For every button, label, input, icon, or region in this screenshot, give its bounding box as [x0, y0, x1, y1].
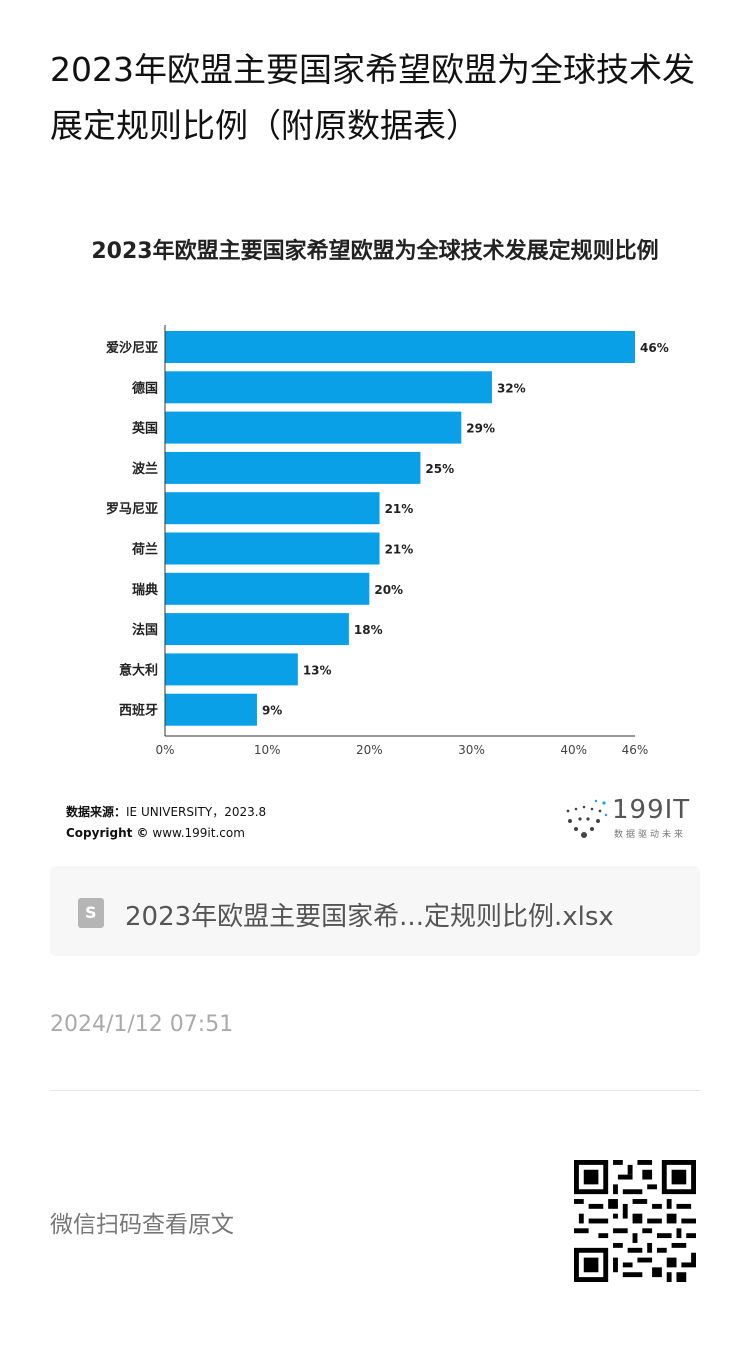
category-label: 法国 [132, 622, 158, 638]
199it-logo: 199IT 数据驱动未来 [560, 795, 700, 845]
bar [165, 371, 492, 404]
category-label: 意大利 [119, 662, 158, 678]
category-label: 德国 [132, 380, 158, 396]
x-tick-label: 10% [254, 743, 281, 757]
publish-timestamp: 2024/1/12 07:51 [50, 1012, 234, 1037]
data-label: 18% [354, 623, 383, 637]
chart-source: 数据来源：IE UNIVERSITY，2023.8 Copyright © ww… [66, 802, 266, 844]
x-tick-label: 46% [622, 743, 649, 757]
data-label: 32% [497, 381, 526, 395]
category-label: 英国 [131, 421, 158, 437]
copyright-text: www.199it.com [152, 826, 245, 840]
category-label: 瑞典 [132, 582, 158, 598]
data-label: 20% [374, 583, 403, 597]
bar [165, 451, 421, 484]
x-tick-label: 0% [155, 743, 174, 757]
x-tick-label: 20% [356, 743, 383, 757]
divider [50, 1090, 700, 1091]
data-label: 9% [262, 704, 282, 718]
bar [165, 613, 349, 646]
scan-prompt: 微信扫码查看原文 [50, 1212, 234, 1238]
bar [165, 411, 462, 444]
attachment-card[interactable]: S 2023年欧盟主要国家希...定规则比例.xlsx [50, 866, 700, 956]
data-label: 29% [466, 422, 495, 436]
data-label: 13% [303, 663, 332, 677]
bar [165, 532, 380, 565]
x-tick-label: 40% [560, 743, 587, 757]
bar [165, 693, 257, 726]
source-label: 数据来源： [66, 805, 127, 819]
category-label: 波兰 [132, 461, 158, 477]
chart-title: 2023年欧盟主要国家希望欧盟为全球技术发展定规则比例 [91, 239, 659, 264]
logo-tagline: 数据驱动未来 [614, 830, 687, 840]
category-label: 爱沙尼亚 [106, 340, 158, 356]
source-text: IE UNIVERSITY，2023.8 [126, 805, 267, 819]
category-label: 罗马尼亚 [106, 502, 158, 517]
category-label: 西班牙 [119, 703, 158, 719]
bar-chart: 爱沙尼亚 46% 德国 32% 英国 29% 波兰 25% 罗马尼亚 21% 荷兰 21% 瑞典 20% 法… [106, 325, 669, 757]
bar [165, 653, 298, 686]
qr-code-icon[interactable] [574, 1160, 696, 1282]
bar [165, 492, 380, 525]
data-label: 46% [640, 341, 669, 355]
data-label: 25% [425, 462, 454, 476]
attachment-file-name[interactable]: 2023年欧盟主要国家希...定规则比例.xlsx [125, 902, 614, 932]
spreadsheet-file-icon: S [78, 898, 104, 928]
data-label: 21% [385, 543, 414, 557]
chart-image: 2023年欧盟主要国家希望欧盟为全球技术发展定规则比例 爱沙尼亚 46% 德国 32%… [40, 215, 710, 855]
copyright-label: Copyright © [66, 826, 149, 840]
article-title: 2023年欧盟主要国家希望欧盟为全球技术发展定规则比例（附原数据表） [50, 50, 695, 145]
bar [165, 572, 370, 605]
bar [165, 331, 635, 363]
x-tick-label: 30% [458, 743, 485, 757]
logo-dots-icon [566, 799, 608, 838]
data-label: 21% [385, 502, 414, 516]
logo-text: 199IT [612, 795, 691, 825]
category-label: 荷兰 [131, 542, 158, 558]
